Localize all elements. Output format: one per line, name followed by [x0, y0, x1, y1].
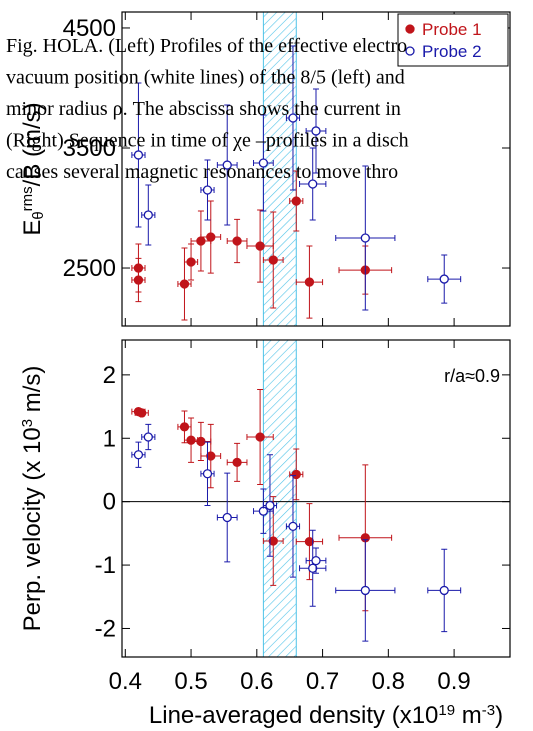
point [268, 255, 278, 265]
point [291, 196, 301, 206]
point [202, 185, 213, 195]
x-tick-label: 0.8 [372, 668, 405, 695]
legend-marker [405, 24, 415, 34]
point [311, 555, 321, 566]
caption-line: causes several magnetic resonances to mo… [6, 161, 398, 183]
point [255, 432, 265, 442]
point [360, 233, 370, 243]
annotation: r/a≈0.9 [444, 366, 500, 386]
x-tick-label: 0.7 [306, 668, 339, 695]
point [268, 536, 278, 546]
point [439, 274, 449, 284]
label-part: -3 [482, 702, 495, 719]
label-part: m/s) [19, 366, 46, 419]
point [179, 422, 190, 432]
y-tick-label: -1 [95, 552, 116, 579]
y-tick-label: 2 [103, 362, 116, 389]
y-tick-label: 2500 [63, 255, 116, 282]
x-tick-label: 0.5 [174, 668, 207, 695]
point [360, 585, 370, 596]
point [308, 179, 318, 189]
point [311, 126, 321, 136]
y-tick-label: 0 [103, 489, 116, 516]
point [439, 585, 449, 596]
legend-label: Probe 2 [422, 42, 482, 61]
point [255, 241, 265, 251]
point [179, 279, 190, 289]
y-tick-label: 4500 [63, 15, 116, 42]
legend-box [397, 13, 509, 67]
point [133, 450, 144, 460]
point [133, 275, 144, 285]
plot-frame [121, 339, 511, 658]
point [202, 469, 213, 479]
panel: 0.4 0.5 0.6 0.7 0.8 0.9 -2 -1 0 1 2 r/a≈0.9 Perp. ve… [19, 339, 511, 729]
x-tick-label: 0.9 [437, 668, 470, 695]
point [232, 457, 242, 468]
y-tick-label: 3500 [63, 135, 116, 162]
point [304, 536, 315, 547]
legend-marker [405, 46, 415, 56]
label-part: Perp. velocity (x 10 [19, 427, 46, 631]
point [186, 257, 196, 267]
y-axis-label: Perp. velocity (x 103 m/s) [19, 366, 46, 632]
point [232, 236, 242, 246]
point [206, 232, 216, 242]
point [288, 521, 298, 532]
point [222, 160, 232, 170]
label-part: θ [30, 211, 47, 219]
caption-line: minor radius ρ. The abscissa shows the c… [6, 98, 401, 120]
label-part: ) [495, 702, 503, 729]
label-part: 19 [438, 702, 455, 719]
resonance-band [262, 339, 297, 658]
point [133, 150, 144, 160]
point [196, 436, 206, 447]
label-part: Line-averaged density (x10 [149, 702, 439, 729]
label-part: rms [19, 186, 36, 211]
point [288, 113, 298, 123]
legend-label: Probe 1 [422, 20, 482, 39]
caption-line: vacuum position (white lines) of the 8/5… [6, 67, 405, 89]
panel: 2500 3500 4500 Probe 1 Probe 2 Eθrms/B (m/s) [19, 11, 511, 327]
label-part: 3 [19, 419, 36, 427]
plot-frame [121, 11, 511, 327]
point [258, 158, 269, 168]
point [308, 563, 318, 573]
x-tick-label: 0.4 [109, 668, 142, 695]
x-tick-label: 0.6 [240, 668, 273, 695]
y-axis-label: Eθrms/B (m/s) [19, 102, 47, 235]
caption-line: Fig. HOLA. (Left) Profiles of the effect… [6, 35, 407, 57]
caption-line: (Right) Sequence in time of χe –profiles… [6, 130, 409, 152]
point [137, 408, 147, 418]
point [143, 210, 153, 220]
point [265, 500, 275, 511]
label-part: /B (m/s) [19, 102, 46, 186]
point [304, 277, 315, 287]
point [143, 432, 153, 442]
resonance-band [262, 11, 297, 327]
y-tick-label: -2 [95, 615, 116, 642]
point [291, 469, 301, 480]
x-axis-label: Line-averaged density (x1019 m-3) [149, 702, 503, 729]
point [222, 512, 232, 523]
label-part: m [455, 702, 482, 729]
label-part: E [19, 220, 46, 236]
point [206, 451, 216, 461]
y-tick-label: 1 [103, 425, 116, 452]
